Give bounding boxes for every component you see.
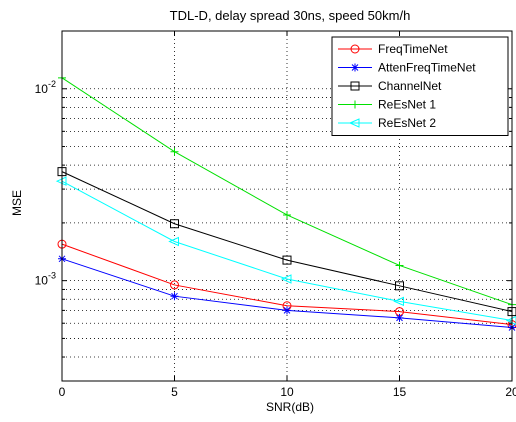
asterisk-marker (351, 63, 359, 72)
plus-marker (395, 261, 404, 270)
legend-entry: ReEsNet 1 (338, 98, 436, 112)
series-line (61, 243, 513, 326)
legend-label: FreqTimeNet (378, 42, 448, 56)
legend: FreqTimeNet AttenFreqTimeNet ChannelNet ReE… (331, 36, 509, 136)
triangle-left-marker (168, 236, 179, 247)
legend-entry: AttenFreqTimeNet (338, 61, 476, 75)
series-channelnet (57, 167, 516, 317)
y-tick-label: 10-2 (35, 79, 56, 96)
triangle-left-marker (393, 296, 404, 307)
circle-marker (170, 280, 179, 290)
series-line (61, 180, 513, 321)
legend-entry: FreqTimeNet (338, 42, 448, 56)
chart-title: TDL-D, delay spread 30ns, speed 50km/h (170, 8, 411, 23)
x-tick-label: 15 (393, 385, 407, 399)
square-marker (170, 219, 179, 229)
legend-label: AttenFreqTimeNet (378, 61, 476, 75)
asterisk-marker (283, 306, 291, 315)
legend-label: ChannelNet (378, 79, 442, 93)
x-tick-label: 0 (59, 385, 66, 399)
triangle-left-marker (348, 118, 360, 128)
x-tick-label: 20 (505, 385, 516, 399)
legend-label: ReEsNet 2 (378, 116, 436, 130)
x-axis-label: SNR(dB) (266, 400, 314, 414)
legend-entry: ChannelNet (338, 79, 442, 93)
series-line (61, 171, 513, 313)
series-attenfreqtimenet (58, 254, 516, 332)
square-marker (395, 281, 404, 291)
x-tick-label: 10 (280, 385, 294, 399)
legend-label: ReEsNet 1 (378, 98, 436, 112)
y-axis-label: MSE (10, 190, 24, 216)
x-tick-label: 5 (171, 385, 178, 399)
plus-marker (351, 100, 359, 109)
triangle-left-marker (280, 274, 292, 284)
square-marker (350, 81, 360, 91)
asterisk-marker (170, 292, 179, 301)
axes: 0 5 10 15 20 10-2 10-3 (35, 30, 516, 399)
circle-marker (350, 44, 360, 54)
plus-marker (170, 147, 179, 156)
y-tick-label: 10-3 (35, 271, 56, 288)
series-reesnet-2 (55, 176, 516, 326)
legend-entry: ReEsNet 2 (338, 116, 436, 130)
asterisk-marker (395, 313, 404, 322)
square-marker (282, 255, 292, 265)
plus-marker (283, 210, 291, 219)
grid (62, 31, 512, 382)
